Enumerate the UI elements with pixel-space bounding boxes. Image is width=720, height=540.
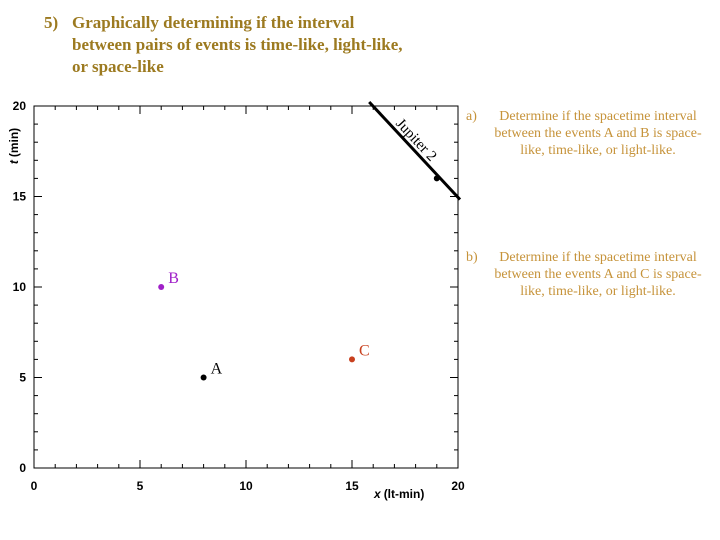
event-b-label: B [168,270,179,287]
plot-frame [33,105,459,469]
event-points: A B C [158,270,370,381]
question-a-text: Determine if the spacetime interval betw… [494,109,702,158]
x-tick-label: 20 [451,479,465,493]
x-tick-label: 0 [31,479,38,493]
question-a-label: a) [466,109,477,124]
slide-heading: 5) Graphically determining if the interv… [44,12,404,78]
y-tick-label: 15 [13,190,27,204]
axis-ticks [33,105,459,469]
y-axis-title: t (min) [7,128,21,164]
event-b-marker [158,284,165,290]
x-tick-label: 5 [137,479,144,493]
question-b: b) Determine if the spacetime interval b… [466,249,706,300]
event-c-label: C [359,342,370,359]
y-tick-label: 5 [19,371,26,385]
y-tick-label: 0 [19,461,26,475]
x-axis-unit: (lt-min) [384,487,425,501]
axis-tick-labels: 0 5 10 15 20 0 5 10 15 20 [13,99,465,493]
heading-number: 5) [44,13,59,32]
event-c-marker [349,356,355,363]
x-tick-label: 10 [239,479,253,493]
x-axis-title: x (lt-min) [373,487,424,501]
jupiter-2-label: Jupiter 2 [392,116,439,165]
question-b-label: b) [466,250,478,265]
y-tick-label: 20 [13,99,27,113]
x-axis-var: x [373,487,382,501]
event-a-label: A [211,361,223,378]
x-tick-label: 15 [345,479,359,493]
heading-text: Graphically determining if the interval … [72,13,403,76]
question-a: a) Determine if the spacetime interval b… [466,108,706,159]
question-b-text: Determine if the spacetime interval betw… [494,250,702,299]
event-a-marker [200,374,207,381]
y-tick-label: 10 [13,280,27,294]
y-axis-unit: (min) [7,128,21,157]
jupiter-2-marker [433,175,440,182]
y-axis-var: t [7,159,21,164]
jupiter-2-worldline [368,100,462,201]
